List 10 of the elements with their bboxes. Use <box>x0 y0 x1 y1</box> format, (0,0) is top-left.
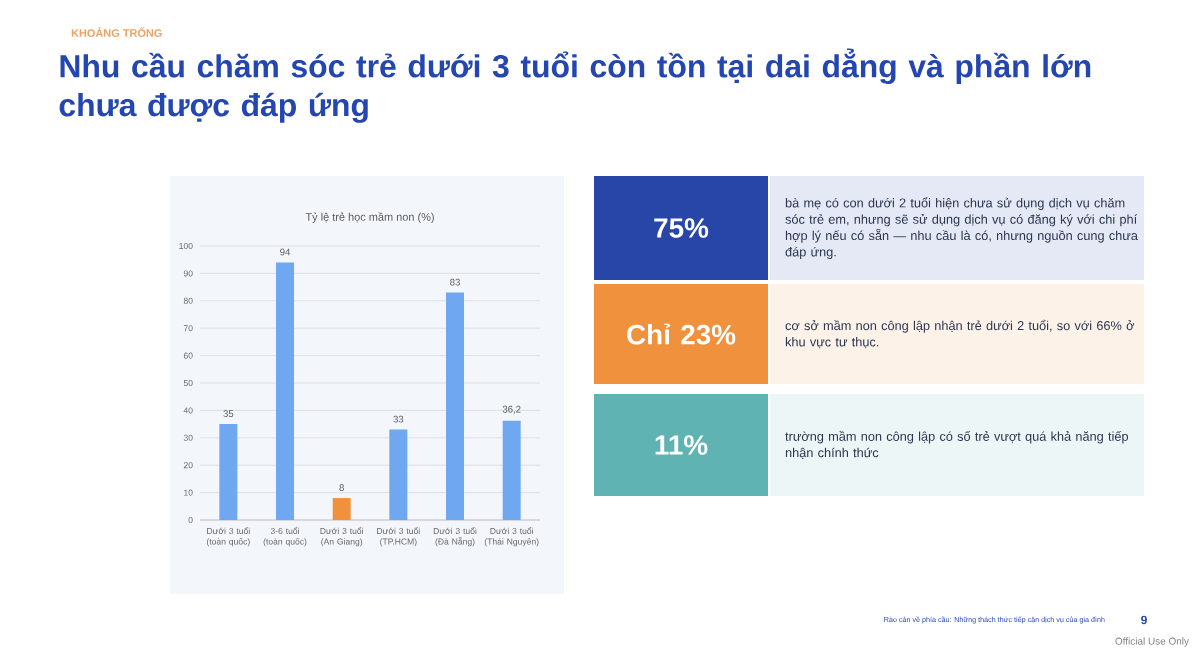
bar <box>332 498 351 520</box>
bar <box>219 424 238 520</box>
bar <box>446 292 465 520</box>
bar <box>276 262 295 520</box>
text: 75% <box>654 218 709 238</box>
bar <box>502 420 521 520</box>
bar <box>389 429 408 520</box>
text: Chỉ 23% <box>627 323 736 345</box>
text: 11% <box>655 435 708 455</box>
text: Nhu cầu chăm sóc trẻ dưới 3 tuổi còn tồn tại dai dẳng và phần lớn chưa được đáp ứng <box>59 48 1091 123</box>
